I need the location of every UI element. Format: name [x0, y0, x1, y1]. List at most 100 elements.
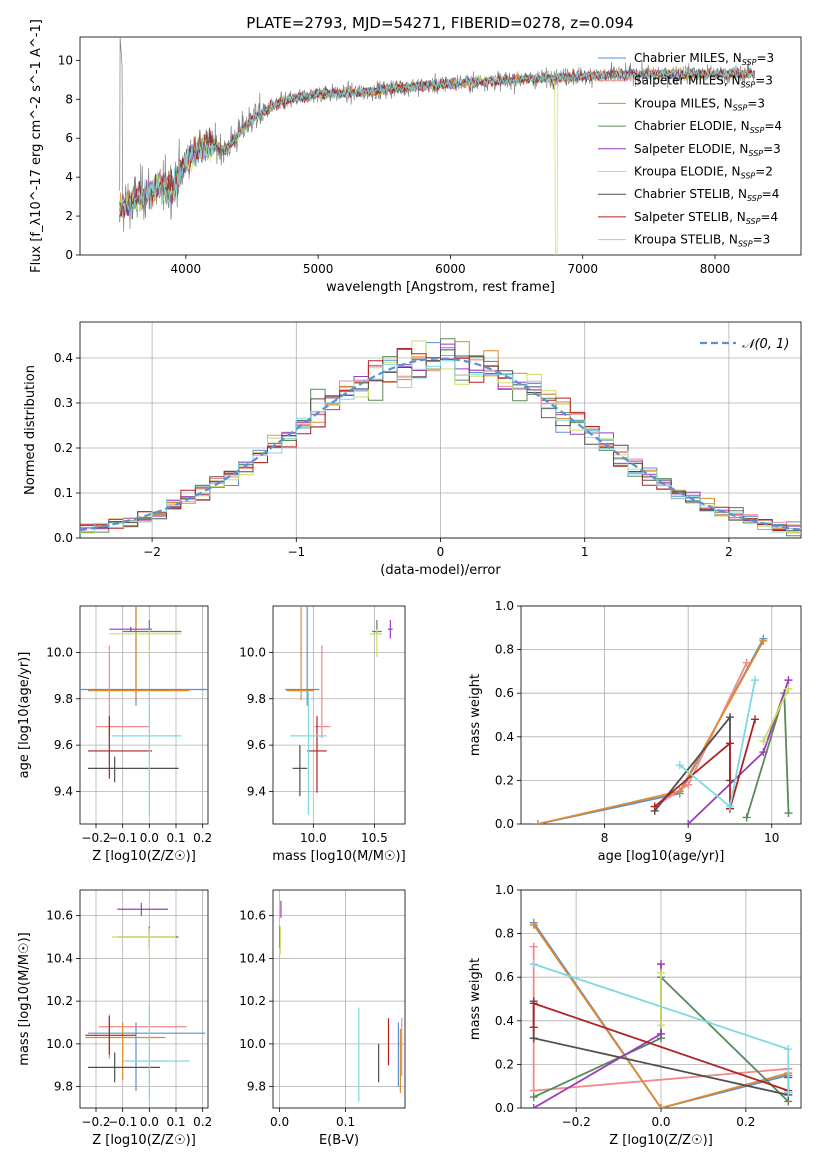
marker-salpeter-stelib — [529, 1023, 538, 1032]
y-tick-label: 10.6 — [46, 909, 73, 923]
x-tick-label: 10.0 — [300, 831, 327, 845]
x-tick-label: 5000 — [303, 262, 334, 276]
axes-frame — [520, 605, 802, 825]
figure-title: PLATE=2793, MJD=54271, FIBERID=0278, z=0… — [246, 14, 633, 32]
chart-massweight-vs-Z: −0.2 0.0 0.2 0.0 0.2 0.4 0.6 0.8 1.0 Z [log10(Z/Z… — [468, 883, 802, 1148]
histogram-kroupa-elodie — [80, 340, 801, 534]
legend-label-salpeter-stelib: Salpeter STELIB, NSSP=4 — [634, 210, 778, 226]
x-tick-label: 0.0 — [270, 1115, 289, 1129]
x-tick-label: 1 — [581, 545, 589, 559]
x-tick-label: 4000 — [171, 262, 202, 276]
x-axis-label: Z [log10(Z/Z☉)] — [609, 1133, 713, 1148]
y-tick-label: 10.0 — [239, 645, 266, 659]
marker-salpeter-miles — [684, 780, 693, 789]
x-tick-label: 0.0 — [651, 1115, 670, 1129]
marker-salpeter-elodie — [684, 820, 693, 824]
marker-kroupa-miles — [675, 787, 684, 796]
x-tick-label: 7000 — [567, 262, 598, 276]
x-tick-label: 0.1 — [166, 831, 185, 845]
x-axis-label: mass [log10(M/M☉)] — [272, 849, 405, 864]
y-tick-label: 10.2 — [46, 994, 73, 1008]
y-tick-label: 10.4 — [46, 951, 73, 965]
y-tick-label: 9.6 — [54, 738, 73, 752]
y-tick-label: 9.8 — [247, 1080, 266, 1094]
y-tick-label: 9.8 — [247, 692, 266, 706]
x-tick-label: 8 — [601, 831, 609, 845]
axes-frame — [79, 605, 209, 825]
marker-salpeter-stelib — [529, 999, 538, 1008]
legend-label-kroupa-miles: Kroupa MILES, NSSP=3 — [634, 96, 765, 112]
spectrum-curves — [119, 37, 756, 255]
y-tick-label: 2 — [65, 209, 73, 223]
marker-salpeter-elodie — [657, 960, 665, 969]
marker-kroupa-miles — [759, 636, 768, 645]
x-tick-label: 0.2 — [193, 1115, 212, 1129]
legend-label-chabrier-stelib: Chabrier STELIB, NSSP=4 — [634, 187, 779, 203]
x-tick-label: −2 — [143, 545, 161, 559]
y-tick-label: 10.0 — [239, 1037, 266, 1051]
y-tick-label: 10.4 — [239, 951, 266, 965]
errorbars — [80, 606, 208, 815]
chart-spectrum: 4000 5000 6000 7000 8000 0 2 4 6 8 10 wavelength [A… — [29, 19, 802, 295]
y-tick-label: 10.2 — [239, 994, 266, 1008]
mass-weight-lines — [529, 918, 793, 1108]
y-axis-label: mass [log10(M/M☉)] — [17, 932, 32, 1065]
chart-age-vs-Z: −0.2−0.1 0.0 0.1 0.2 9.4 9.6 9.8 10.0 Z [log10(Z… — [17, 605, 212, 864]
axes-frame — [272, 889, 406, 1109]
y-tick-label: 0.6 — [495, 686, 514, 700]
y-tick-label: 9.6 — [247, 738, 266, 752]
y-tick-label: 0.3 — [54, 396, 73, 410]
marker-chabrier-stelib — [725, 713, 734, 722]
axes-frame — [79, 36, 802, 256]
y-tick-label: 9.8 — [54, 1080, 73, 1094]
chart-mass-vs-Z: −0.2−0.1 0.0 0.1 0.2 9.8 10.0 10.2 10.4 10.6 Z [l… — [17, 889, 212, 1148]
chart-massweight-vs-age: 8 9 10 0.0 0.2 0.4 0.6 0.8 1.0 age [log10(age/yr)… — [468, 599, 802, 864]
legend-label-chabrier-miles: Chabrier MILES, NSSP=3 — [634, 51, 774, 67]
y-tick-label: 10.6 — [239, 909, 266, 923]
series-kroupa-elodie — [762, 688, 790, 742]
marker-kroupa-elodie — [657, 968, 665, 977]
marker-salpeter-stelib — [650, 802, 659, 811]
mass-weight-lines — [533, 634, 793, 824]
y-axis-label: Normed distribution — [23, 365, 38, 495]
axes-frame — [272, 605, 406, 825]
x-tick-label: 8000 — [700, 262, 731, 276]
marker-kroupa-stelib — [529, 960, 538, 969]
x-axis-label: Z [log10(Z/Z☉)] — [92, 849, 196, 864]
marker-kroupa-stelib — [784, 1045, 793, 1054]
marker-kroupa-elodie — [657, 1021, 665, 1030]
axes-frame — [79, 889, 209, 1109]
x-tick-label: −0.1 — [108, 831, 137, 845]
y-tick-label: 0.4 — [495, 730, 514, 744]
y-tick-label: 0.0 — [54, 531, 73, 545]
chart-mass-vs-ebv: 0.0 0.1 9.8 10.0 10.2 10.4 10.6 E(B-V) — [239, 889, 406, 1148]
marker-kroupa-miles — [533, 820, 542, 824]
x-tick-label: 10 — [764, 831, 779, 845]
y-tick-label: 0.0 — [495, 1101, 514, 1115]
x-axis-label: wavelength [Angstrom, rest frame] — [326, 280, 555, 295]
marker-kroupa-elodie — [759, 737, 768, 746]
y-tick-label: 4 — [65, 170, 73, 184]
marker-kroupa-stelib — [675, 761, 684, 770]
y-axis-label: age [log10(age/yr)] — [17, 652, 32, 779]
errorbars — [85, 902, 206, 1100]
legend-normal-label: 𝒩(0, 1) — [742, 337, 789, 352]
normal-reference-curve — [80, 357, 801, 532]
x-tick-label: −1 — [287, 545, 305, 559]
marker-kroupa-stelib — [751, 676, 760, 685]
y-tick-label: 0 — [65, 248, 73, 262]
marker-salpeter-stelib — [725, 739, 734, 748]
y-tick-label: 10.0 — [46, 645, 73, 659]
y-tick-label: 1.0 — [495, 599, 514, 613]
x-tick-label: 9 — [684, 831, 692, 845]
x-axis-label: age [log10(age/yr)] — [598, 849, 725, 864]
histogram-kroupa-stelib — [80, 360, 801, 533]
y-tick-label: 9.8 — [54, 692, 73, 706]
x-tick-label: 0.0 — [140, 831, 159, 845]
marker-salpeter-elodie — [657, 1029, 665, 1038]
y-tick-label: 0.8 — [495, 643, 514, 657]
y-tick-label: 0.4 — [495, 1014, 514, 1028]
x-tick-label: 0 — [437, 545, 445, 559]
x-axis-label: E(B-V) — [319, 1133, 359, 1148]
